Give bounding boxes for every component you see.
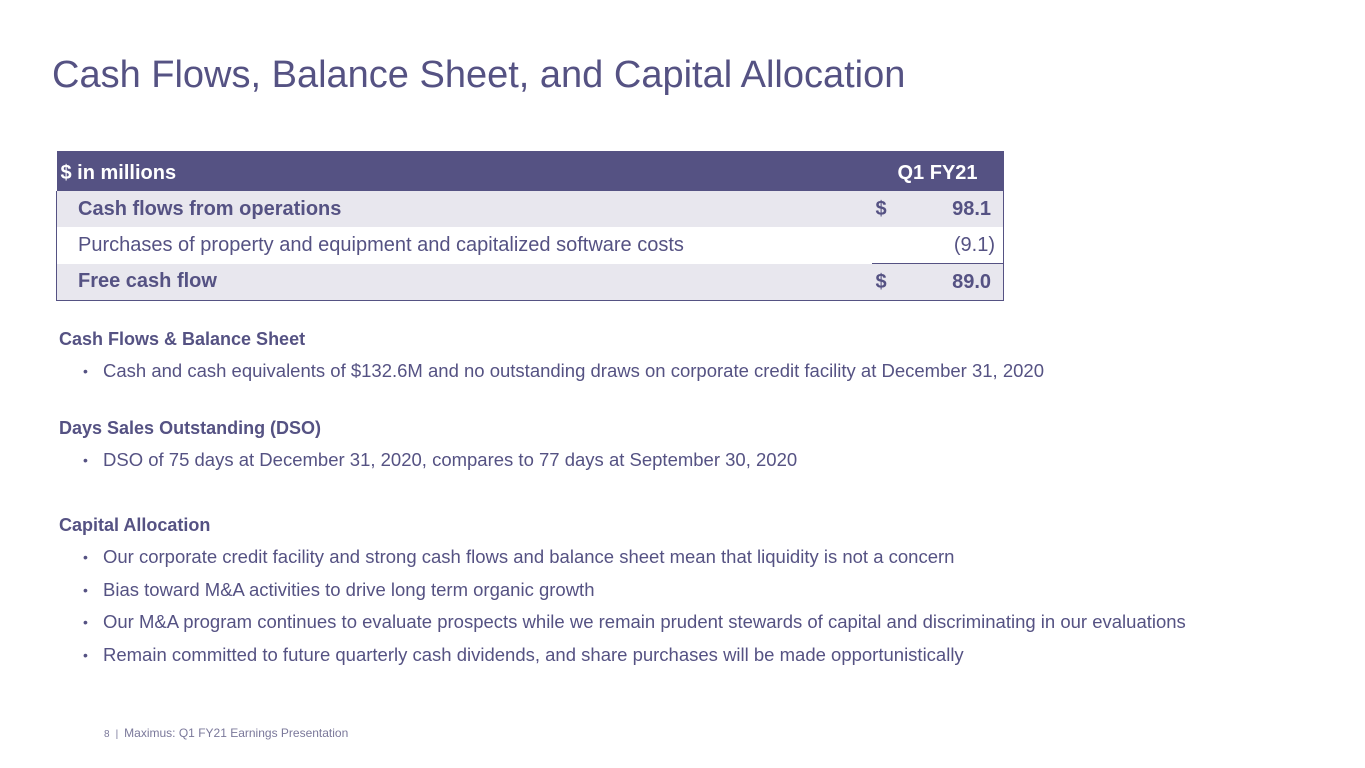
table-header-label: $ in millions (56, 151, 872, 191)
section-capital-allocation: Capital Allocation • Our corporate credi… (59, 513, 1186, 667)
footer-text: Maximus: Q1 FY21 Earnings Presentation (124, 726, 349, 740)
bullet-list: • Cash and cash equivalents of $132.6M a… (59, 359, 1044, 383)
bullet-text: Our corporate credit facility and strong… (103, 546, 955, 567)
footer-separator: | (115, 729, 119, 740)
section-heading: Cash Flows & Balance Sheet (59, 329, 306, 349)
table-row-value: 89.0 (911, 263, 1005, 301)
table-header-row: $ in millions Q1 FY21 (56, 151, 1004, 191)
bullet-icon: • (83, 581, 88, 598)
section-dso: Days Sales Outstanding (DSO) • DSO of 75… (59, 416, 797, 472)
table-row-label: Free cash flow (56, 263, 872, 301)
table-row-label: Purchases of property and equipment and … (56, 227, 872, 264)
table-row-value: (9.1) (911, 227, 1005, 264)
bullet-list: • DSO of 75 days at December 31, 2020, c… (59, 448, 797, 472)
list-item: • Bias toward M&A activities to drive lo… (59, 578, 1186, 602)
bullet-icon: • (83, 646, 88, 663)
bullet-text: Remain committed to future quarterly cas… (103, 643, 964, 665)
table-header-period: Q1 FY21 (871, 151, 1004, 191)
table-row: Purchases of property and equipment and … (56, 227, 1005, 264)
list-item: • DSO of 75 days at December 31, 2020, c… (59, 448, 797, 472)
bullet-list: • Our corporate credit facility and stro… (59, 545, 1186, 667)
slide-footer: 8 | Maximus: Q1 FY21 Earnings Presentation (104, 726, 348, 740)
list-item: • Cash and cash equivalents of $132.6M a… (59, 359, 1044, 383)
slide-title: Cash Flows, Balance Sheet, and Capital A… (52, 54, 906, 96)
list-item: • Our M&A program continues to evaluate … (59, 610, 1186, 634)
table-row: Free cash flow $ 89.0 (56, 263, 1005, 301)
list-item: • Our corporate credit facility and stro… (59, 545, 1186, 569)
section-cash-flows-balance-sheet: Cash Flows & Balance Sheet • Cash and ca… (59, 327, 1044, 383)
bullet-text: Bias toward M&A activities to drive long… (103, 578, 595, 600)
bullet-text: Our M&A program continues to evaluate pr… (103, 611, 1186, 632)
section-heading: Days Sales Outstanding (DSO) (59, 418, 322, 438)
list-item: • Remain committed to future quarterly c… (59, 643, 1186, 667)
bullet-text: Cash and cash equivalents of $132.6M and… (103, 360, 1044, 381)
bullet-text: DSO of 75 days at December 31, 2020, com… (103, 449, 798, 470)
table-row-currency (871, 227, 912, 264)
free-cash-flow-table: $ in millions Q1 FY21 Cash flows from op… (56, 151, 1005, 301)
table-row-value: 98.1 (911, 191, 1005, 227)
bullet-icon: • (83, 614, 88, 630)
bullet-icon: • (83, 363, 88, 379)
table-row: Cash flows from operations $ 98.1 (56, 191, 1005, 227)
table-row-label: Cash flows from operations (56, 191, 872, 227)
page-number: 8 (104, 729, 110, 740)
table-row-currency: $ (871, 263, 912, 301)
bullet-icon: • (83, 452, 88, 468)
section-heading: Capital Allocation (59, 515, 211, 535)
table-row-currency: $ (871, 191, 912, 227)
bullet-icon: • (83, 549, 88, 565)
